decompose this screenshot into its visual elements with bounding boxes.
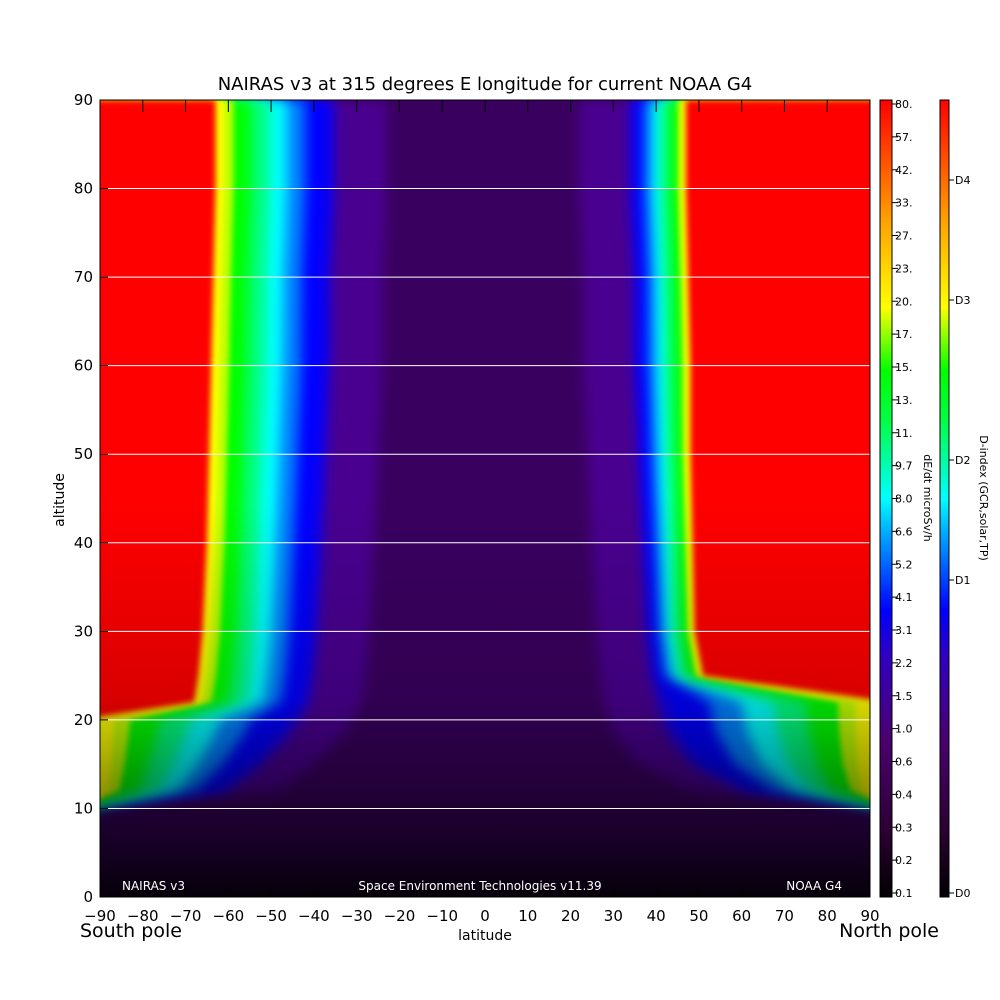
x-tick-label: 40 — [647, 907, 666, 925]
dose-tick-label: 13. — [895, 394, 913, 407]
x-tick-label: 20 — [561, 907, 580, 925]
dose-tick-label: 0.1 — [895, 887, 913, 900]
x-tick-label: 0 — [480, 907, 490, 925]
x-tick-label: 70 — [775, 907, 794, 925]
dose-tick-label: 5.2 — [895, 558, 913, 571]
dindex-colorbar-label: D-index (GCR,solar,TP) — [977, 435, 990, 561]
dose-tick-label: 27. — [895, 230, 913, 243]
dose-tick-label: 0.2 — [895, 854, 913, 867]
dose-tick-label: 6.6 — [895, 525, 913, 538]
dose-tick-label: 23. — [895, 262, 913, 275]
dose-tick-label: 3.1 — [895, 624, 913, 637]
x-tick-label: 60 — [732, 907, 751, 925]
dose-tick-label: 57. — [895, 131, 913, 144]
footer-left: NAIRAS v3 — [122, 879, 185, 893]
x-tick-label: −30 — [341, 907, 373, 925]
x-tick-label: 10 — [518, 907, 537, 925]
footer-right: NOAA G4 — [786, 879, 842, 893]
dose-tick-label: 0.3 — [895, 821, 913, 834]
chart-title: NAIRAS v3 at 315 degrees E longitude for… — [218, 74, 753, 95]
y-tick-label: 60 — [74, 357, 93, 375]
dose-tick-label: 80. — [895, 98, 913, 111]
x-tick-label: 90 — [860, 907, 879, 925]
y-tick-label: 0 — [83, 888, 93, 906]
y-tick-label: 70 — [74, 268, 93, 286]
x-tick-label: −70 — [170, 907, 202, 925]
dose-colorbar-strip — [879, 99, 893, 898]
y-tick-label: 90 — [74, 91, 93, 109]
x-tick-label: 30 — [604, 907, 623, 925]
x-tick-label: −60 — [213, 907, 245, 925]
dose-tick-label: 4.1 — [895, 591, 913, 604]
dindex-tick-label: D4 — [955, 174, 970, 187]
x-tick-label: −90 — [84, 907, 116, 925]
dindex-tick-label: D3 — [955, 294, 970, 307]
north-pole-label: North pole — [839, 920, 939, 942]
dose-tick-label: 33. — [895, 197, 913, 210]
x-axis-label: latitude — [458, 928, 512, 944]
dose-tick-label: 0.4 — [895, 788, 913, 801]
footer-center: Space Environment Technologies v11.39 — [358, 879, 601, 893]
y-tick-label: 80 — [74, 180, 93, 198]
dose-tick-label: 1.5 — [895, 690, 913, 703]
dose-colorbar: 80. 57. 42. 33. 27. 23. 20. 17. 15. 13. 11. 9.7 8.0 6… — [879, 98, 934, 900]
dindex-tick-label: D0 — [955, 887, 970, 900]
y-tick-label: 10 — [74, 799, 93, 817]
x-tick-label: 50 — [689, 907, 708, 925]
dose-tick-label: 9.7 — [895, 460, 913, 473]
dindex-colorbar: D4 D3 D2 D1 D0 D-index (GCR,solar,TP) — [939, 99, 990, 900]
x-tick-label: −50 — [255, 907, 287, 925]
x-tick-label: −40 — [298, 907, 330, 925]
dose-tick-label: 20. — [895, 295, 913, 308]
dindex-colorbar-strip — [939, 99, 950, 898]
south-pole-label: South pole — [80, 920, 182, 942]
y-tick-label: 50 — [74, 445, 93, 463]
dose-tick-label: 11. — [895, 427, 913, 440]
y-axis-label: altitude — [52, 473, 68, 527]
x-tick-label: −20 — [384, 907, 416, 925]
y-tick-label: 20 — [74, 711, 93, 729]
dose-tick-label: 2.2 — [895, 657, 913, 670]
dindex-tick-label: D1 — [955, 574, 970, 587]
low-altitude-shade — [100, 100, 870, 897]
dose-tick-label: 1.0 — [895, 723, 913, 736]
y-tick-label: 40 — [74, 534, 93, 552]
dose-tick-label: 0.6 — [895, 756, 913, 769]
x-tick-label: 80 — [818, 907, 837, 925]
dose-tick-label: 15. — [895, 361, 913, 374]
heatmap-area — [100, 100, 870, 897]
x-tick-label: −80 — [127, 907, 159, 925]
dose-tick-label: 8.0 — [895, 493, 913, 506]
dose-tick-label: 17. — [895, 328, 913, 341]
dindex-tick-label: D2 — [955, 454, 970, 467]
dose-tick-label: 42. — [895, 164, 913, 177]
y-tick-label: 30 — [74, 622, 93, 640]
x-tick-label: −10 — [426, 907, 458, 925]
dose-colorbar-label: dE/dt microSv/h — [921, 454, 934, 541]
